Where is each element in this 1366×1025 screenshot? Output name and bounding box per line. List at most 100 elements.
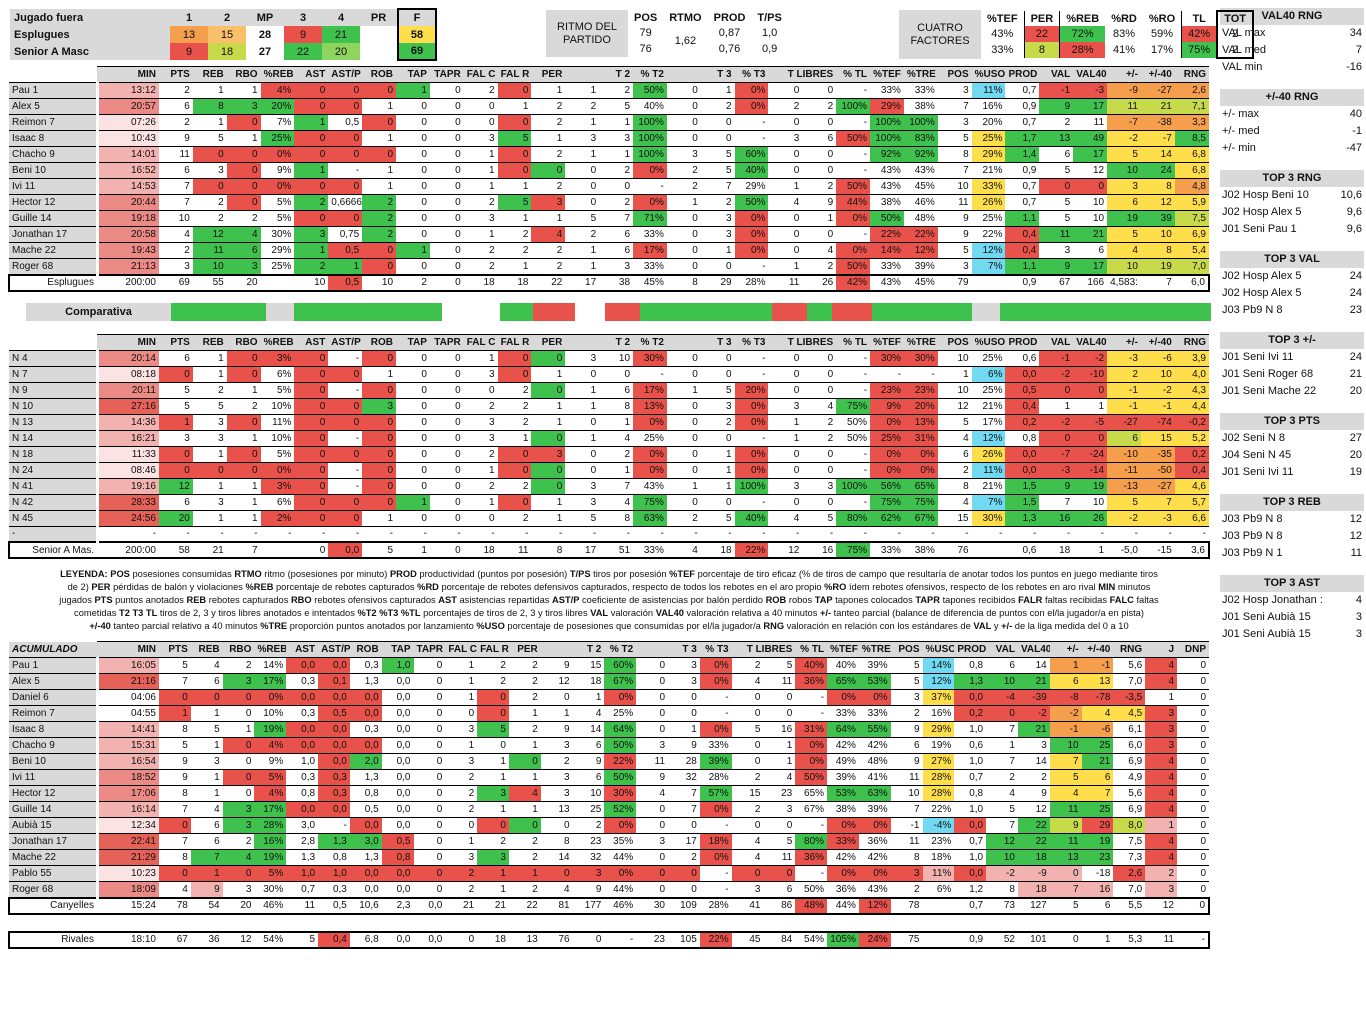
stat-cell: 0 [768, 381, 803, 399]
player-name: N 24 [9, 461, 99, 479]
stat-cell: 6 [1081, 896, 1114, 915]
stat-cell: 10 [986, 849, 1018, 866]
stat-cell: 33% [870, 541, 904, 559]
stat-cell: 0,0 [349, 689, 382, 706]
stat-cell: 3 [599, 258, 634, 275]
stat-cell: 8 [159, 721, 191, 738]
stat-cell: 11 [1145, 930, 1177, 949]
stat-cell: 0% [903, 461, 938, 479]
stat-cell: 32 [668, 769, 700, 786]
stat-cell: 50% [795, 769, 828, 786]
stat-cell: 2 [599, 194, 634, 211]
stat-cell: 24% [858, 930, 891, 949]
stat-cell: 38% [870, 194, 904, 211]
stat-cell: 0,0 [318, 657, 350, 674]
item-value: 24 [1349, 351, 1362, 363]
stat-cell: 2 [531, 114, 566, 131]
stat-cell: 81 [540, 896, 573, 915]
stat-cell: 0 [328, 445, 363, 463]
stat-cell: 26% [971, 445, 1006, 463]
stat-cell: -1 [1081, 657, 1114, 674]
stat-cell: 2 [531, 98, 566, 115]
stat-cell: 4 [572, 705, 605, 722]
stat-cell: - [836, 226, 871, 243]
stat-cell: 1,0 [954, 753, 987, 770]
stat-cell: 2 [802, 178, 837, 195]
stat-cell: 0 [636, 817, 668, 834]
stat-cell: 20% [260, 98, 295, 115]
stat-cell: 0 [666, 82, 701, 99]
sidebar-panel-item: J02 Hosp Alex 5 9,6 [1220, 204, 1364, 221]
stat-cell: 21 [1073, 226, 1108, 243]
stat-cell: 200:00 [97, 541, 159, 559]
stat-cell: 1 [1049, 657, 1082, 674]
stat-cell: 0 [463, 114, 498, 131]
stat-cell: 5% [260, 210, 295, 227]
stat-cell: 3 [937, 114, 972, 131]
stat-cell: 2 [700, 413, 735, 431]
stat-cell: 5 [700, 146, 735, 163]
stat-cell: 5 [599, 98, 634, 115]
played-cell [360, 26, 398, 43]
column-header: FAL C [463, 333, 498, 351]
stat-cell: - [97, 525, 159, 543]
stat-cell: 39% [903, 258, 938, 275]
stat-cell: 45% [633, 273, 667, 292]
stat-cell: 2,6 [1174, 82, 1209, 99]
stat-cell: 1 [531, 397, 566, 415]
stat-cell: 40% [734, 509, 769, 527]
stat-cell: 9 [159, 130, 193, 147]
stat-cell: 5 [190, 721, 223, 738]
stat-cell: 0% [734, 82, 769, 99]
stat-cell: 21% [971, 477, 1006, 495]
stat-cell: - [836, 349, 871, 367]
stat-cell: 33% [903, 82, 938, 99]
stat-cell: 1 [445, 673, 478, 690]
stat-cell: - [836, 445, 871, 463]
total-row-label: Canyelles [8, 896, 97, 915]
stat-cell: 92% [903, 146, 938, 163]
stat-cell: 4 [599, 429, 634, 447]
player-name: Alex 5 [9, 673, 99, 690]
pace-cell: 0,76 [718, 43, 741, 55]
stat-cell: 0 [429, 541, 464, 559]
stat-cell: 0 [192, 146, 227, 163]
stat-cell: 18 [463, 273, 498, 292]
player-name: Hector 12 [9, 785, 99, 802]
column-header: % TL [836, 333, 871, 351]
stat-cell: 0 [565, 162, 600, 179]
stat-cell: 0 [731, 817, 764, 834]
stat-cell: -7 [1140, 130, 1175, 147]
stat-cell: -3 [1140, 509, 1175, 527]
stat-cell: 63% [633, 509, 667, 527]
player-name: N 14 [9, 429, 99, 447]
stat-cell: 0 [362, 82, 397, 99]
column-header: ROB [349, 641, 382, 658]
stat-cell: 0 [159, 865, 191, 882]
column-header: % T2 [633, 66, 667, 83]
comparison-label: Comparativa [26, 302, 171, 321]
stat-cell: 4 [802, 397, 837, 415]
stat-cell: 0 [396, 397, 430, 415]
column-header: VAL40 [1073, 333, 1108, 351]
sidebar-panel-item: J04 Seni N 45 20 [1220, 447, 1364, 464]
stat-cell: 0 [636, 673, 668, 690]
stat-cell: 39 [1140, 210, 1175, 227]
stat-cell: 3 [1107, 178, 1141, 195]
stat-cell: 12 [1073, 162, 1108, 179]
stat-cell: 1 [599, 413, 634, 431]
stat-cell: 0 [429, 114, 464, 131]
stat-cell: 100% [836, 477, 871, 495]
stat-cell: 21:29 [97, 849, 159, 866]
stat-cell: 0 [413, 657, 446, 674]
stat-cell: 1 [531, 210, 566, 227]
stat-cell: 38 [599, 273, 634, 292]
stat-cell: 39% [827, 769, 859, 786]
stat-cell: 14:53 [97, 178, 159, 195]
stat-cell: 3 [477, 849, 509, 866]
stat-cell: 3 [190, 753, 223, 770]
stat-cell: 19 [1081, 833, 1114, 850]
stat-cell: 1 [362, 178, 397, 195]
stat-cell: 78 [159, 896, 191, 915]
item-value: 24 [1349, 270, 1362, 282]
